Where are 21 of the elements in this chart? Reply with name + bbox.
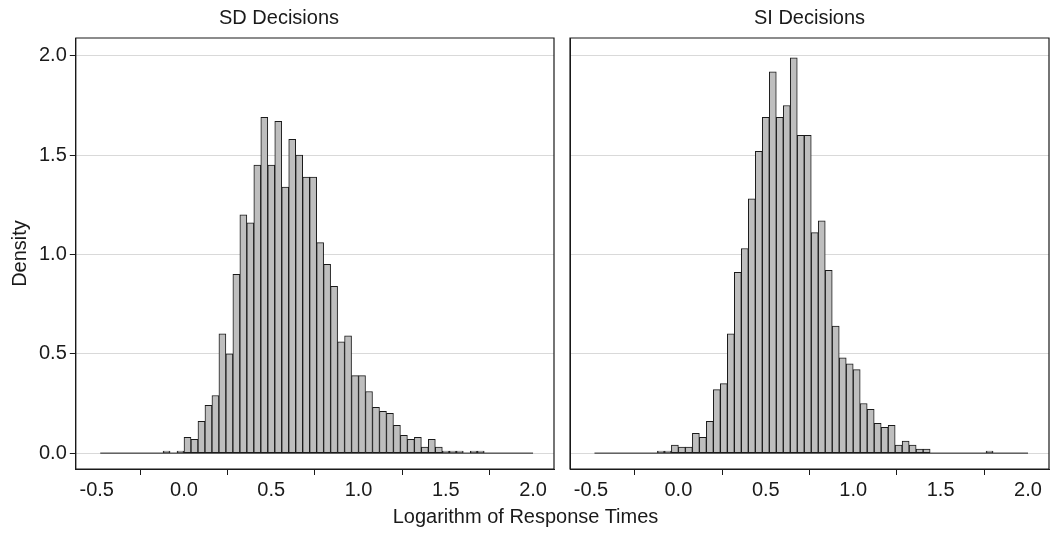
x-tick-label: -0.5	[79, 477, 114, 500]
x-tick-label: 1.0	[839, 477, 868, 500]
x-tick-label: 1.5	[431, 477, 460, 500]
chart-title: SI Decisions	[753, 5, 866, 28]
y-tick-label: 2.0	[38, 43, 67, 66]
x-tick-label: 1.5	[926, 477, 955, 500]
y-tick-label: 0.5	[38, 341, 67, 364]
x-axis-title: Logarithm of Response Times	[391, 505, 660, 528]
x-tick-label: 0.5	[257, 477, 286, 500]
y-tick-label: 0.0	[38, 440, 67, 463]
x-tick-label: -0.5	[573, 477, 609, 500]
y-axis-title: Density	[7, 220, 30, 287]
x-tick-label: 0.0	[664, 477, 693, 500]
y-tick-label: 1.0	[38, 242, 67, 265]
y-tick-label: 1.5	[38, 142, 67, 165]
x-tick-label: 1.0	[344, 477, 373, 500]
x-tick-label: 2.0	[1014, 477, 1042, 500]
x-tick-label: 0.5	[751, 477, 780, 500]
chart-title: SD Decisions	[218, 5, 340, 28]
x-tick-label: 2.0	[519, 477, 547, 500]
x-tick-label: 0.0	[170, 477, 198, 500]
